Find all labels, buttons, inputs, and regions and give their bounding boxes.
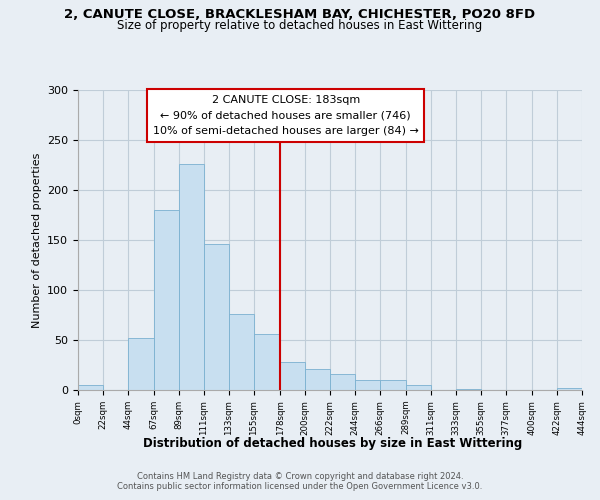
Bar	[355, 380, 380, 390]
Bar	[456, 389, 481, 390]
Bar	[330, 374, 355, 390]
Bar	[204, 244, 229, 390]
Bar	[406, 385, 431, 390]
Text: 2 CANUTE CLOSE: 183sqm
← 90% of detached houses are smaller (746)
10% of semi-de: 2 CANUTE CLOSE: 183sqm ← 90% of detached…	[153, 95, 419, 136]
Text: Contains HM Land Registry data © Crown copyright and database right 2024.: Contains HM Land Registry data © Crown c…	[137, 472, 463, 481]
Bar	[229, 314, 254, 390]
Bar	[280, 362, 305, 390]
Text: Contains public sector information licensed under the Open Government Licence v3: Contains public sector information licen…	[118, 482, 482, 491]
Text: Distribution of detached houses by size in East Wittering: Distribution of detached houses by size …	[143, 438, 523, 450]
Bar	[254, 334, 280, 390]
Bar	[557, 388, 582, 390]
Bar	[305, 369, 330, 390]
Text: Size of property relative to detached houses in East Wittering: Size of property relative to detached ho…	[118, 18, 482, 32]
Bar	[380, 380, 406, 390]
Bar	[179, 164, 204, 390]
Y-axis label: Number of detached properties: Number of detached properties	[32, 152, 41, 328]
Bar	[154, 210, 179, 390]
Text: 2, CANUTE CLOSE, BRACKLESHAM BAY, CHICHESTER, PO20 8FD: 2, CANUTE CLOSE, BRACKLESHAM BAY, CHICHE…	[64, 8, 536, 20]
Bar	[128, 338, 154, 390]
Bar	[78, 385, 103, 390]
